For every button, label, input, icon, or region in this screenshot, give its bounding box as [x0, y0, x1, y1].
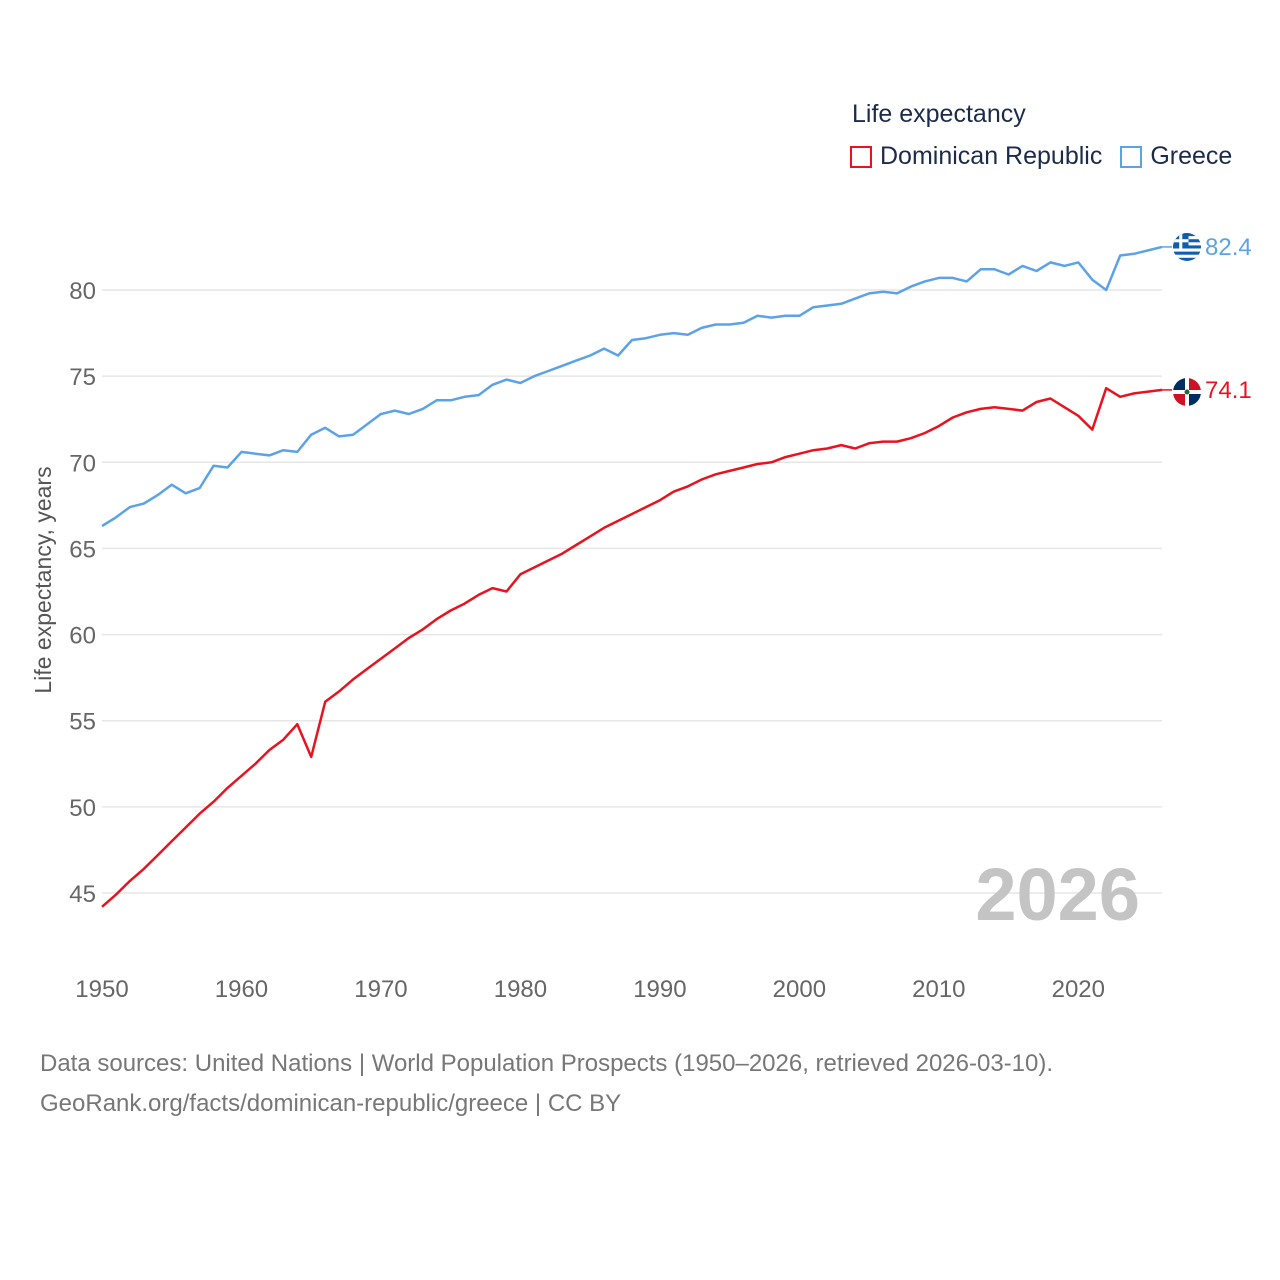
legend: Dominican Republic Greece	[850, 142, 1250, 171]
y-tick-label: 75	[69, 364, 96, 391]
legend-title: Life expectancy	[852, 100, 1026, 128]
x-tick-label: 2020	[1052, 976, 1105, 1003]
greece-flag-icon	[1173, 233, 1201, 261]
series-lines: 74.1 82.4	[101, 234, 1252, 908]
y-tick-label: 65	[69, 536, 96, 563]
y-tick-label: 55	[69, 709, 96, 736]
legend-label-greece: Greece	[1150, 142, 1233, 170]
x-tick-label: 1950	[75, 976, 128, 1003]
x-tick-label: 1970	[354, 976, 407, 1003]
legend-swatch-greece	[1120, 145, 1143, 168]
legend-label-dominican-republic: Dominican Republic	[880, 142, 1103, 170]
dominican-republic-flag-icon	[1173, 378, 1201, 406]
footer-attribution[interactable]: GeoRank.org/facts/dominican-republic/gre…	[40, 1090, 622, 1117]
y-tick-label: 60	[69, 623, 96, 650]
x-tick-label: 1980	[494, 976, 547, 1003]
y-tick-label: 80	[69, 278, 96, 305]
series-line-greece[interactable]	[101, 245, 1163, 528]
legend-item-greece[interactable]: Greece	[1120, 142, 1232, 171]
y-axis-label: Life expectancy, years	[30, 466, 56, 693]
legend-swatch-dominican-republic	[850, 145, 872, 168]
x-tick-label: 1960	[215, 976, 268, 1003]
end-label-dominican-republic: 74.1	[1205, 377, 1252, 404]
series-line-dominican-republic[interactable]	[101, 386, 1163, 908]
y-axis: 45 50 55 60 65 70 75 80	[69, 278, 96, 908]
y-tick-label: 70	[69, 450, 96, 477]
end-label-greece: 82.4	[1205, 234, 1252, 261]
footer: Data sources: United Nations | World Pop…	[40, 1044, 1053, 1124]
year-watermark: 2026	[975, 853, 1140, 936]
footer-sources: Data sources: United Nations | World Pop…	[40, 1050, 1054, 1077]
grid-lines	[102, 289, 1162, 894]
x-tick-label: 2010	[912, 976, 965, 1003]
legend-item-dominican-republic[interactable]: Dominican Republic	[850, 142, 1102, 171]
x-tick-label: 1990	[633, 976, 686, 1003]
y-tick-label: 50	[69, 795, 96, 822]
x-axis: 1950 1960 1970 1980 1990 2000 2010 2020	[75, 976, 1105, 1003]
y-tick-label: 45	[69, 881, 96, 908]
x-tick-label: 2000	[773, 976, 826, 1003]
